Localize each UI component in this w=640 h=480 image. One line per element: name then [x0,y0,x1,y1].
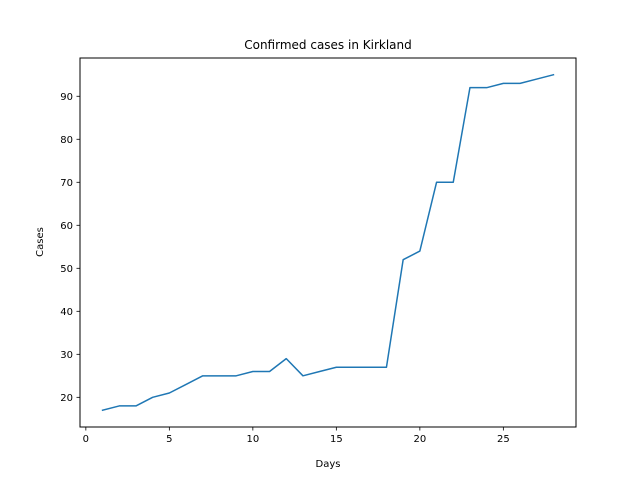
y-tick-label: 50 [60,264,73,275]
y-tick-label: 70 [60,178,73,189]
y-tick-label: 40 [60,307,73,318]
x-tick-label: 5 [166,434,172,445]
y-axis-ticks: 20 30 40 50 60 70 80 90 [60,92,80,404]
x-axis-ticks: 0 5 10 15 20 25 [83,427,510,445]
x-axis-label: Days [316,459,341,470]
plot-frame [80,58,576,427]
y-tick-label: 30 [60,350,73,361]
y-tick-label: 60 [60,221,73,232]
series-line-0 [103,75,554,410]
y-tick-label: 20 [60,393,73,404]
x-tick-label: 25 [497,434,510,445]
x-tick-label: 0 [83,434,89,445]
chart-title: Confirmed cases in Kirkland [244,38,412,52]
x-tick-label: 15 [330,434,343,445]
y-tick-label: 80 [60,135,73,146]
plot-area [103,75,554,410]
x-tick-label: 20 [413,434,426,445]
y-axis-label: Cases [35,227,46,257]
y-tick-label: 90 [60,92,73,103]
x-tick-label: 10 [246,434,259,445]
